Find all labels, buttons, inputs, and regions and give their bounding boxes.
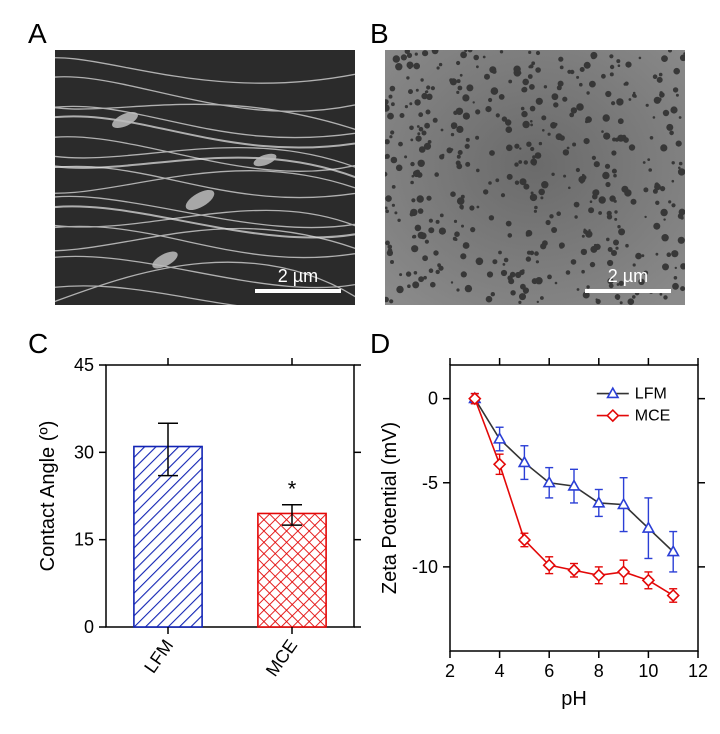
svg-text:8: 8 — [594, 661, 604, 681]
line-chart: 2 4 6 8 10 12 -10 -5 0 pH Zeta Potential (mV) LFM MC… — [372, 355, 712, 725]
sem-image-b: 2 µm — [385, 50, 685, 305]
legend-label-MCE: MCE — [635, 408, 671, 425]
svg-text:-10: -10 — [412, 557, 438, 577]
bar-category-label: LFM — [140, 636, 177, 677]
svg-text:-5: -5 — [422, 473, 438, 493]
svg-text:6: 6 — [544, 661, 554, 681]
svg-text:Contact Angle (º): Contact Angle (º) — [37, 421, 59, 572]
svg-text:pH: pH — [561, 688, 587, 710]
significance-marker: * — [288, 477, 297, 502]
svg-text:0: 0 — [84, 617, 94, 637]
svg-text:45: 45 — [74, 355, 94, 375]
panel-label-a: A — [28, 18, 47, 50]
svg-text:30: 30 — [74, 442, 94, 462]
svg-text:10: 10 — [638, 661, 658, 681]
legend-label-LFM: LFM — [635, 386, 667, 403]
scalebar-a-text: 2 µm — [278, 266, 318, 286]
panel-label-b: B — [370, 18, 389, 50]
scalebar-a: 2 µm — [255, 266, 341, 293]
figure-root: A B C D — [0, 0, 720, 734]
scalebar-b-text: 2 µm — [608, 266, 648, 286]
svg-text:0: 0 — [428, 389, 438, 409]
scalebar-b: 2 µm — [585, 266, 671, 293]
svg-text:2: 2 — [445, 661, 455, 681]
bar-MCE — [258, 513, 326, 627]
svg-text:12: 12 — [688, 661, 708, 681]
svg-text:4: 4 — [495, 661, 505, 681]
svg-text:15: 15 — [74, 530, 94, 550]
bar-category-label: MCE — [262, 636, 301, 680]
sem-image-a: 2 µm — [55, 50, 355, 305]
svg-text:Zeta Potential (mV): Zeta Potential (mV) — [379, 422, 401, 594]
bar-chart: 0 15 30 45 Contact Angle (º) LFM * MCE — [32, 355, 372, 725]
